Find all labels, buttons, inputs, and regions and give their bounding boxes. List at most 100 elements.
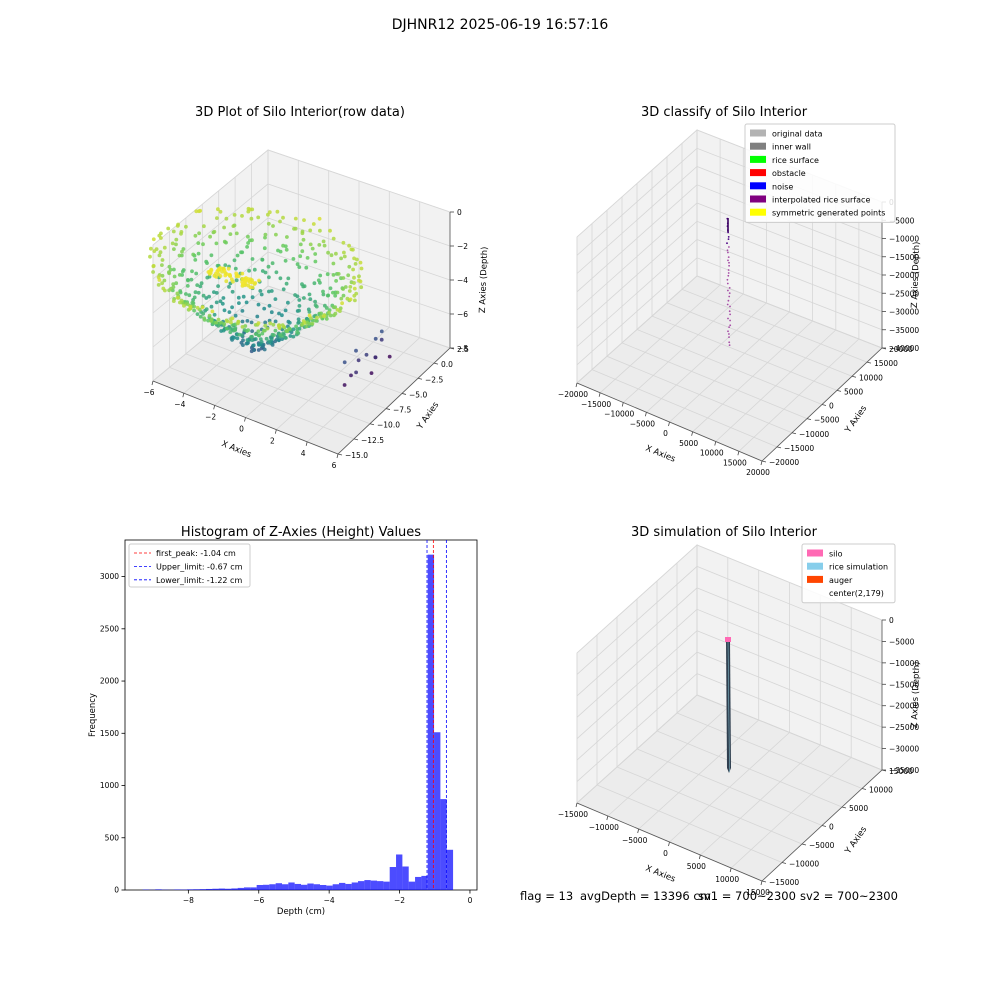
classified-point [728,292,731,294]
data-point [237,301,241,305]
y-tick-label: 500 [105,833,120,842]
data-point [240,319,245,324]
data-point [317,216,322,221]
data-point [273,328,278,333]
x-tick [244,417,246,422]
data-point [334,251,338,256]
data-point [352,286,357,291]
x-axis-label: X Axies [220,439,253,460]
classified-point [727,274,730,277]
data-point [373,336,378,341]
x-tick-label: 20000 [746,468,770,477]
data-point [224,326,229,331]
data-point [277,311,281,316]
data-point [247,280,252,285]
data-point [307,310,312,314]
data-point [250,295,255,300]
data-point [214,300,219,305]
data-point [229,277,234,282]
data-point [196,251,201,256]
x-axis-line [152,380,339,455]
data-point [246,328,251,333]
data-point [302,296,306,300]
legend-item: first_peak: -1.04 cm [134,549,236,558]
data-point [300,249,305,254]
data-point [284,336,288,340]
histogram-bar [301,884,308,890]
data-point [295,330,299,334]
data-point [278,333,283,337]
classified-point [727,256,730,258]
y-tick-label: −5000 [809,841,835,850]
x-tick [668,841,670,847]
y-tick [836,389,842,392]
z-tick-label: −15000 [889,680,919,689]
data-point [193,290,198,295]
y-tick-label: 0 [829,823,834,832]
z-gridline [576,275,883,384]
y-tick [353,438,359,441]
data-point [336,272,341,276]
simulation-shapes [725,637,731,773]
data-point [302,218,306,223]
histogram-bar [377,881,384,890]
data-point [284,247,289,252]
data-point [252,348,256,352]
data-point [192,304,197,309]
classified-point [728,246,730,248]
data-point [271,322,276,327]
data-point [354,370,358,375]
data-point [273,319,278,324]
z-tick-label: 0 [457,208,462,217]
data-point [322,243,327,248]
legend-swatch [750,142,766,150]
data-point [286,300,290,305]
data-point [206,318,211,323]
simulation-3d-plot: 3D simulation of Silo Interior−15000−100… [558,525,922,897]
data-point [260,331,265,336]
histogram-bar [275,883,282,890]
histogram-bar [415,876,422,890]
y-tick [385,408,391,410]
z-gridline [576,630,883,739]
classified-point [729,324,732,327]
raw-data-3d-plot: 3D Plot of Silo Interior(row data) −6 −4 −2… [143,105,490,470]
data-point [215,263,220,268]
data-point [240,214,244,218]
y-axis-label: Y Axies [843,824,870,856]
data-point [230,289,235,294]
data-point [265,326,270,331]
data-point [276,323,281,328]
data-point [339,296,344,301]
data-point [151,237,156,242]
classified-point [728,295,731,298]
y-tick-label: 0 [114,886,119,895]
data-point [177,253,182,258]
data-point [222,308,227,313]
legend-swatch [750,208,766,216]
legend-frame [744,123,896,223]
data-point [325,272,330,277]
y-tick-label: −2.5 [425,375,443,384]
data-point [172,247,176,252]
data-point [278,219,282,224]
z-axis-label: Z Axies (Depth) [910,241,922,308]
data-point [172,274,177,279]
data-point [296,317,301,322]
data-point [190,300,195,305]
data-point [223,263,228,267]
data-point [262,246,267,251]
z-gridline [576,565,883,675]
data-point [198,314,203,319]
histogram-bar [421,875,428,890]
data-point [197,231,202,236]
x-tick [714,441,717,446]
histogram-bar [199,889,206,890]
data-point [258,289,263,293]
x-tick-label: −10000 [589,823,619,832]
data-point [269,289,274,293]
x-tick-label: 4 [301,449,306,458]
data-point [224,279,229,284]
data-point [335,308,340,312]
data-point [335,290,340,295]
